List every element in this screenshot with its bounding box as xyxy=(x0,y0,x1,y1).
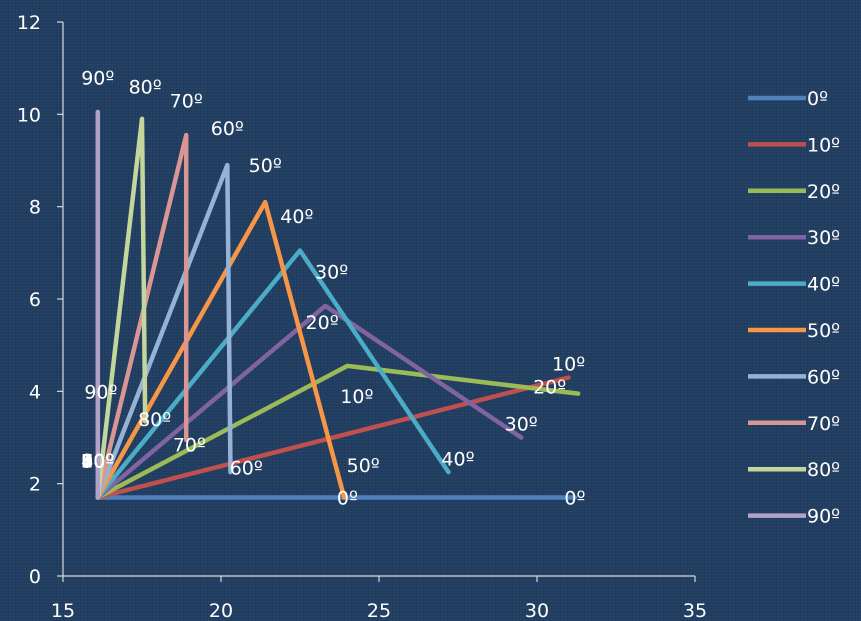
series-line-7 xyxy=(95,132,189,500)
x-tick-label: 25 xyxy=(367,600,391,621)
data-label: 10º xyxy=(81,451,114,473)
legend-entry: 20º xyxy=(807,181,840,203)
data-label: 70º xyxy=(81,451,114,473)
legend-entry: 40º xyxy=(807,274,840,296)
data-label: 20º xyxy=(533,377,566,399)
x-tick-label: 15 xyxy=(51,600,75,621)
data-label: 80º xyxy=(81,451,114,473)
y-tick-label: 2 xyxy=(29,474,41,496)
legend-entry: 50º xyxy=(807,320,840,342)
data-label: 40º xyxy=(280,206,313,228)
legend: 0º 10º 20º 30º 40º 50º 60º 70º 80º 90º xyxy=(748,88,840,528)
y-tick-label: 0 xyxy=(29,566,41,588)
data-label: 40º xyxy=(81,451,114,473)
data-label: 90º xyxy=(81,67,114,89)
data-label: 10º xyxy=(552,354,585,376)
legend-entry: 30º xyxy=(807,227,840,249)
legend-entry: 80º xyxy=(807,459,840,481)
data-label: 0º xyxy=(564,488,585,510)
data-label: 70º xyxy=(173,434,206,456)
data-label: 50º xyxy=(347,455,380,477)
data-label: 30º xyxy=(505,414,538,436)
legend-entry: 10º xyxy=(807,134,840,156)
x-tick-label: 35 xyxy=(683,600,707,621)
legend-entry: 60º xyxy=(807,366,840,388)
data-label: 80º xyxy=(138,409,171,431)
data-label: 80º xyxy=(129,77,162,99)
x-tick-label: 30 xyxy=(525,600,549,621)
series-line-2 xyxy=(95,363,581,500)
y-tick-label: 4 xyxy=(29,381,41,403)
data-label: 90º xyxy=(84,381,117,403)
data-label: 0º xyxy=(337,488,358,510)
legend-entry: 70º xyxy=(807,413,840,435)
axes: 0 2 4 6 8 10 12 15 20 25 30 35 xyxy=(17,12,707,621)
y-tick-label: 10 xyxy=(17,104,41,126)
series-line-8 xyxy=(95,116,148,500)
data-label: 30º xyxy=(81,451,114,473)
series-lines xyxy=(95,109,581,500)
y-tick-label: 8 xyxy=(29,197,41,219)
data-label: 40º xyxy=(441,448,474,470)
data-label: 60º xyxy=(81,451,114,473)
series-line-5 xyxy=(95,199,347,500)
data-labels: 0º 0º10º10º10º20º20º20º30º30º30º40º40º40º… xyxy=(81,67,585,509)
data-label: 30º xyxy=(315,261,348,283)
data-label: 10º xyxy=(340,386,373,408)
legend-entry: 0º xyxy=(807,88,828,110)
data-label: 20º xyxy=(81,451,114,473)
y-tick-label: 12 xyxy=(17,12,41,34)
data-label: 60º xyxy=(211,118,244,140)
series-line-4 xyxy=(95,248,451,500)
series-line-3 xyxy=(95,303,524,500)
data-label: 20º xyxy=(306,312,339,334)
series-line-6 xyxy=(95,162,233,500)
y-tick-label: 6 xyxy=(29,289,41,311)
data-label: 90º xyxy=(81,451,114,473)
data-label: 70º xyxy=(170,90,203,112)
data-label: 60º xyxy=(230,458,263,480)
x-tick-label: 20 xyxy=(209,600,233,621)
series-line-1 xyxy=(95,375,571,500)
data-label: 50º xyxy=(249,155,282,177)
data-label: 50º xyxy=(81,451,114,473)
legend-entry: 90º xyxy=(807,506,840,528)
